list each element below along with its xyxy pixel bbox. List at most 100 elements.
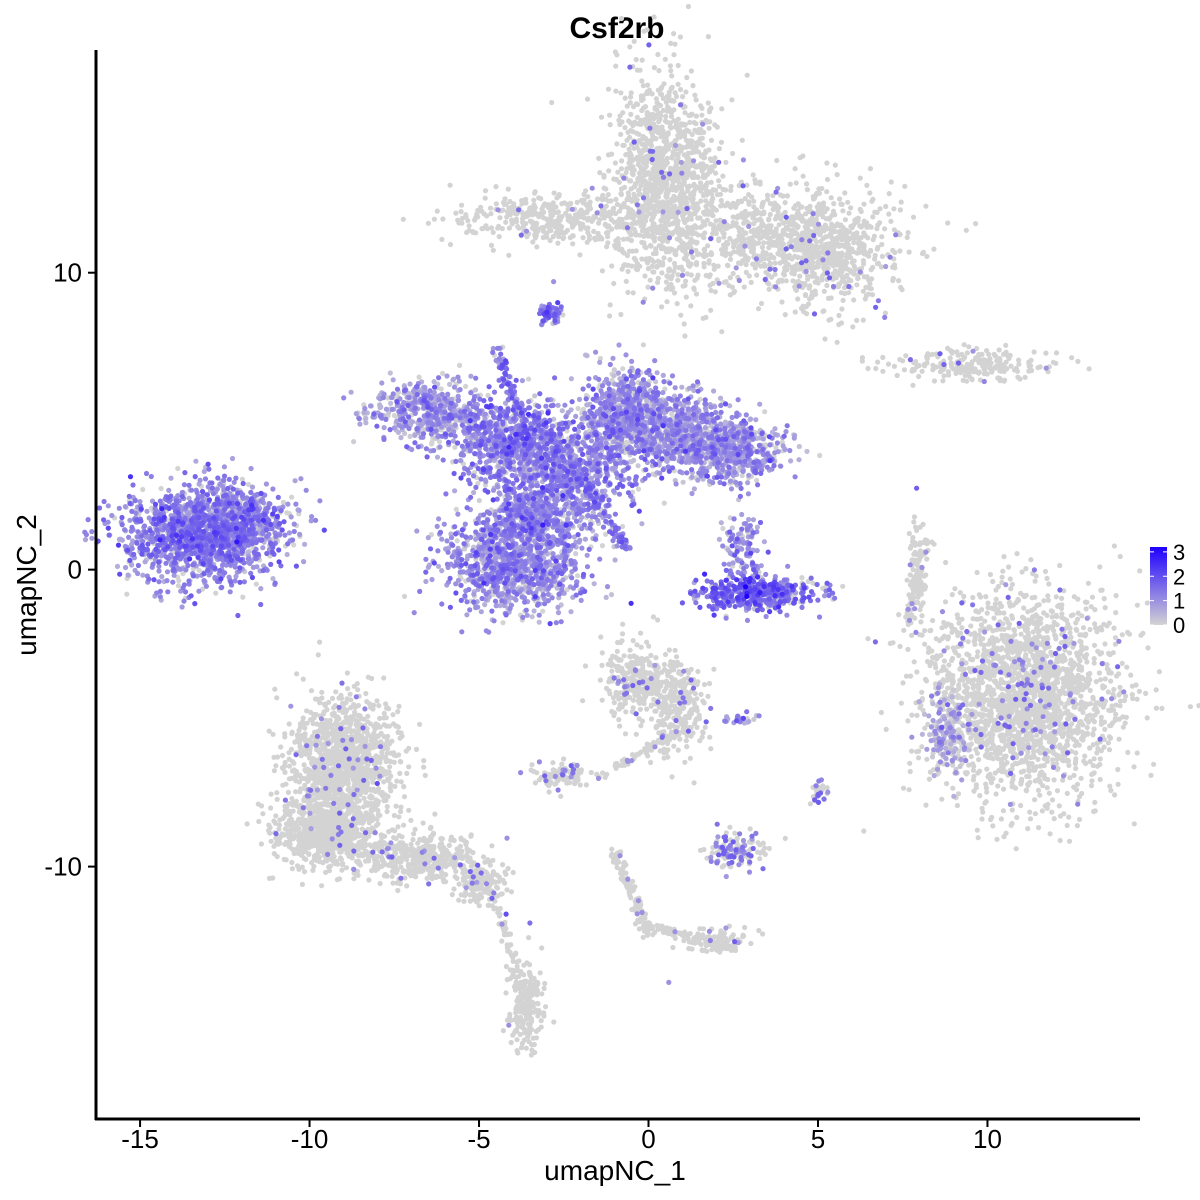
- cell-point: [597, 170, 603, 176]
- cell-point: [800, 173, 806, 179]
- cell-point: [1001, 610, 1007, 616]
- cell-point: [487, 205, 494, 211]
- cell-point: [996, 347, 1002, 353]
- cell-point: [1003, 342, 1009, 348]
- cell-point: [950, 645, 956, 651]
- cell-point: [693, 113, 700, 119]
- cell-point: [810, 260, 816, 266]
- cell-point: [997, 733, 1003, 739]
- cell-point: [705, 100, 711, 106]
- cell-point: [643, 157, 649, 163]
- cell-point: [703, 163, 710, 169]
- cell-point: [668, 86, 674, 92]
- cell-point: [1091, 642, 1098, 648]
- cell-point: [700, 185, 706, 191]
- cell-point: [975, 649, 981, 655]
- cell-point: [902, 183, 908, 189]
- cell-point: [1078, 693, 1084, 699]
- cell-point: [803, 211, 809, 217]
- cell-point: [598, 114, 605, 120]
- cell-point: [639, 57, 645, 63]
- cell-point: [795, 208, 801, 214]
- cell-point: [867, 166, 874, 172]
- cell-point: [622, 262, 628, 268]
- cell-point: [767, 261, 773, 268]
- cell-point: [805, 242, 811, 248]
- cell-point: [671, 197, 678, 203]
- cell-point: [678, 312, 684, 318]
- cell-point: [661, 138, 667, 144]
- cell-point: [720, 250, 726, 256]
- cell-point: [761, 231, 767, 237]
- cell-point: [712, 122, 718, 128]
- cell-point: [680, 213, 686, 219]
- cell-point: [782, 200, 788, 206]
- cell-point: [766, 286, 772, 292]
- cell-point: [777, 192, 784, 198]
- cell-point: [611, 280, 617, 287]
- cell-point: [772, 260, 778, 266]
- cell-point: [568, 216, 574, 222]
- cell-point: [599, 543, 606, 549]
- cell-point: [676, 265, 682, 271]
- cell-point: [705, 243, 711, 249]
- cell-point: [739, 227, 745, 233]
- cell-point: [979, 351, 985, 357]
- cell-point: [720, 525, 726, 532]
- cell-point: [628, 111, 634, 117]
- cell-point: [774, 157, 780, 164]
- cell-point: [713, 207, 720, 213]
- cell-point: [676, 225, 682, 231]
- cell-point: [640, 118, 646, 125]
- cell-point: [984, 610, 990, 616]
- cell-point: [1089, 778, 1095, 784]
- cell-point: [1066, 838, 1073, 844]
- cell-point: [1117, 553, 1123, 560]
- cell-point: [727, 275, 733, 281]
- cell-point: [1022, 374, 1028, 380]
- cell-point: [663, 113, 669, 120]
- cell-point: [701, 247, 708, 254]
- cell-point: [761, 210, 767, 217]
- cell-point: [1058, 700, 1064, 706]
- cell-point: [158, 485, 164, 492]
- cell-point: [824, 206, 830, 212]
- cell-point: [1044, 785, 1050, 791]
- cell-point: [809, 218, 815, 224]
- cell-point: [798, 242, 804, 248]
- cell-point: [709, 281, 716, 287]
- cell-point: [547, 208, 554, 214]
- cell-point: [841, 278, 847, 284]
- cell-point: [987, 356, 993, 362]
- cell-point: [804, 311, 810, 317]
- cell-point: [662, 246, 668, 252]
- cell-point: [1040, 783, 1046, 789]
- cell-point: [601, 172, 607, 178]
- cell-point: [954, 612, 960, 618]
- cell-point: [681, 178, 687, 184]
- cell-point: [821, 308, 827, 314]
- cell-point: [757, 179, 763, 185]
- cell-point: [851, 240, 857, 246]
- cell-point: [1028, 357, 1034, 363]
- cell-point: [631, 184, 638, 190]
- cell-point: [821, 288, 827, 294]
- cell-point: [650, 128, 657, 135]
- cell-point: [865, 365, 871, 372]
- cell-point: [693, 291, 700, 297]
- cell-point: [845, 199, 851, 205]
- cell-point: [897, 231, 903, 237]
- cell-point: [1051, 816, 1057, 822]
- cell-point: [618, 131, 624, 137]
- cell-point: [1053, 360, 1059, 366]
- cell-point: [792, 203, 799, 209]
- cell-point: [684, 127, 690, 133]
- cell-point: [870, 237, 876, 243]
- cell-point: [694, 251, 701, 258]
- cell-point: [1001, 834, 1007, 840]
- cell-point: [556, 214, 562, 221]
- cell-point: [524, 234, 530, 240]
- cell-point: [913, 524, 919, 530]
- cell-point: [704, 217, 710, 223]
- cell-point: [497, 215, 503, 221]
